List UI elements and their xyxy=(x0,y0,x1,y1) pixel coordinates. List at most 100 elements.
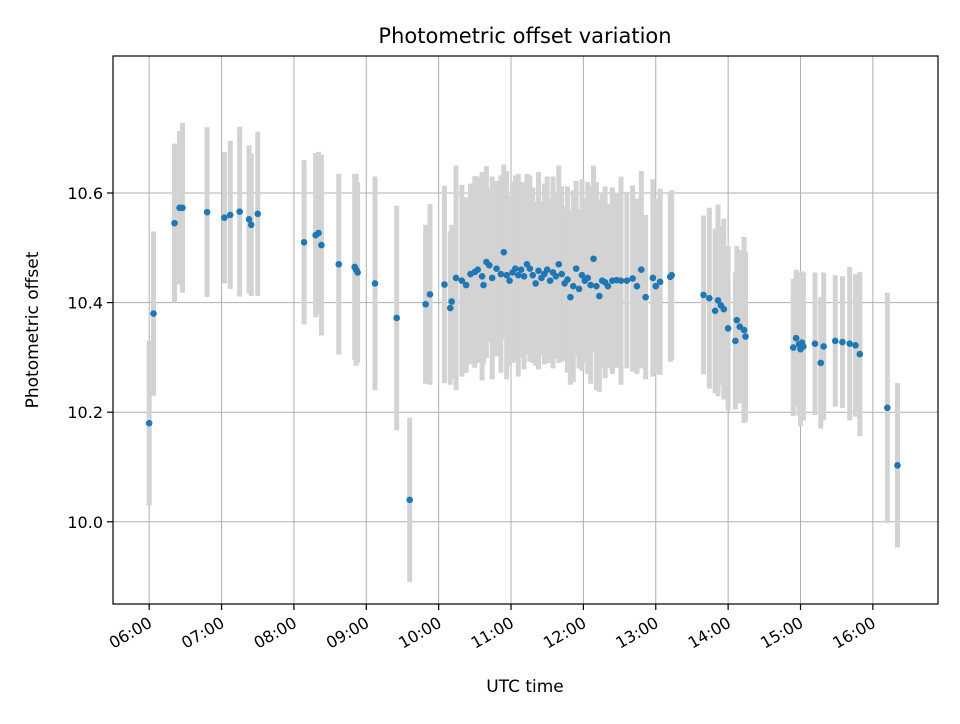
data-point xyxy=(335,260,343,268)
data-point xyxy=(584,274,592,282)
data-point xyxy=(245,216,253,223)
data-point xyxy=(575,285,583,293)
data-point xyxy=(552,272,560,280)
data-point xyxy=(884,404,891,412)
data-point xyxy=(792,334,800,342)
data-point xyxy=(517,266,525,274)
data-point xyxy=(724,325,732,332)
data-point xyxy=(558,270,565,278)
data-point xyxy=(596,292,603,300)
data-point xyxy=(668,271,675,279)
data-point xyxy=(179,204,186,212)
data-point xyxy=(742,333,749,340)
data-point xyxy=(617,277,625,284)
data-point xyxy=(720,305,728,313)
data-point xyxy=(564,276,571,283)
data-point xyxy=(590,255,597,263)
data-point xyxy=(221,214,228,221)
data-point xyxy=(247,221,255,229)
data-point xyxy=(486,262,493,269)
data-point xyxy=(426,291,434,298)
data-point xyxy=(452,274,460,282)
data-point xyxy=(714,297,722,304)
data-point xyxy=(300,239,308,246)
data-point xyxy=(462,281,470,289)
data-point xyxy=(393,314,400,322)
data-point xyxy=(422,300,429,308)
data-point xyxy=(446,304,454,312)
data-point xyxy=(448,298,455,305)
data-point xyxy=(532,280,539,287)
data-point xyxy=(458,277,466,284)
data-point xyxy=(593,282,600,290)
data-point xyxy=(587,281,594,289)
data-point xyxy=(236,208,243,215)
data-point xyxy=(572,265,580,272)
y-tick-label: 10.2 xyxy=(67,403,103,422)
data-point xyxy=(480,281,487,289)
data-point xyxy=(543,266,551,274)
data-point xyxy=(441,281,448,288)
data-point xyxy=(555,260,563,268)
y-tick-label: 10.4 xyxy=(67,294,103,313)
data-point xyxy=(514,271,522,279)
data-points xyxy=(145,204,901,504)
data-point xyxy=(623,277,631,284)
data-point xyxy=(478,272,486,280)
data-point xyxy=(604,282,612,290)
data-point xyxy=(800,343,807,350)
data-point xyxy=(145,419,153,427)
data-point xyxy=(831,337,839,345)
data-point xyxy=(406,496,414,504)
data-point xyxy=(642,293,649,301)
data-point xyxy=(529,271,537,279)
data-point xyxy=(811,340,819,348)
y-axis-label: Photometric offset xyxy=(23,251,43,408)
data-point xyxy=(546,277,554,284)
data-point xyxy=(171,219,178,227)
data-point xyxy=(512,265,519,272)
data-point xyxy=(254,210,262,218)
data-point xyxy=(535,267,542,275)
data-point xyxy=(711,307,719,315)
chart-title: Photometric offset variation xyxy=(378,24,671,48)
data-point xyxy=(652,282,660,290)
data-point xyxy=(488,274,496,282)
data-point xyxy=(852,342,859,349)
data-point xyxy=(629,275,636,282)
data-point xyxy=(578,271,586,279)
data-point xyxy=(820,343,827,350)
data-point xyxy=(637,266,645,274)
data-point xyxy=(789,344,797,351)
data-point xyxy=(817,359,825,367)
data-point xyxy=(567,293,574,301)
data-point xyxy=(318,241,325,249)
data-point xyxy=(526,265,534,272)
data-point xyxy=(500,248,508,256)
data-point xyxy=(503,271,510,279)
data-point xyxy=(315,229,322,237)
plot-frame xyxy=(112,55,939,605)
x-axis-label: UTC time xyxy=(486,677,564,697)
data-point xyxy=(506,277,513,284)
data-point xyxy=(226,211,234,219)
data-point xyxy=(732,337,739,345)
data-point xyxy=(733,316,741,324)
data-point xyxy=(354,269,361,276)
data-point xyxy=(493,265,500,272)
data-point xyxy=(706,294,713,302)
data-point xyxy=(656,278,664,286)
data-point xyxy=(894,462,901,469)
data-point xyxy=(150,310,157,317)
data-point xyxy=(700,291,707,299)
data-point xyxy=(740,326,748,334)
data-point xyxy=(839,338,846,346)
data-point xyxy=(569,282,577,290)
data-point xyxy=(497,270,505,278)
data-point xyxy=(846,340,854,348)
data-point xyxy=(203,208,211,216)
data-point xyxy=(856,350,864,358)
y-tick-label: 10.6 xyxy=(67,184,103,203)
